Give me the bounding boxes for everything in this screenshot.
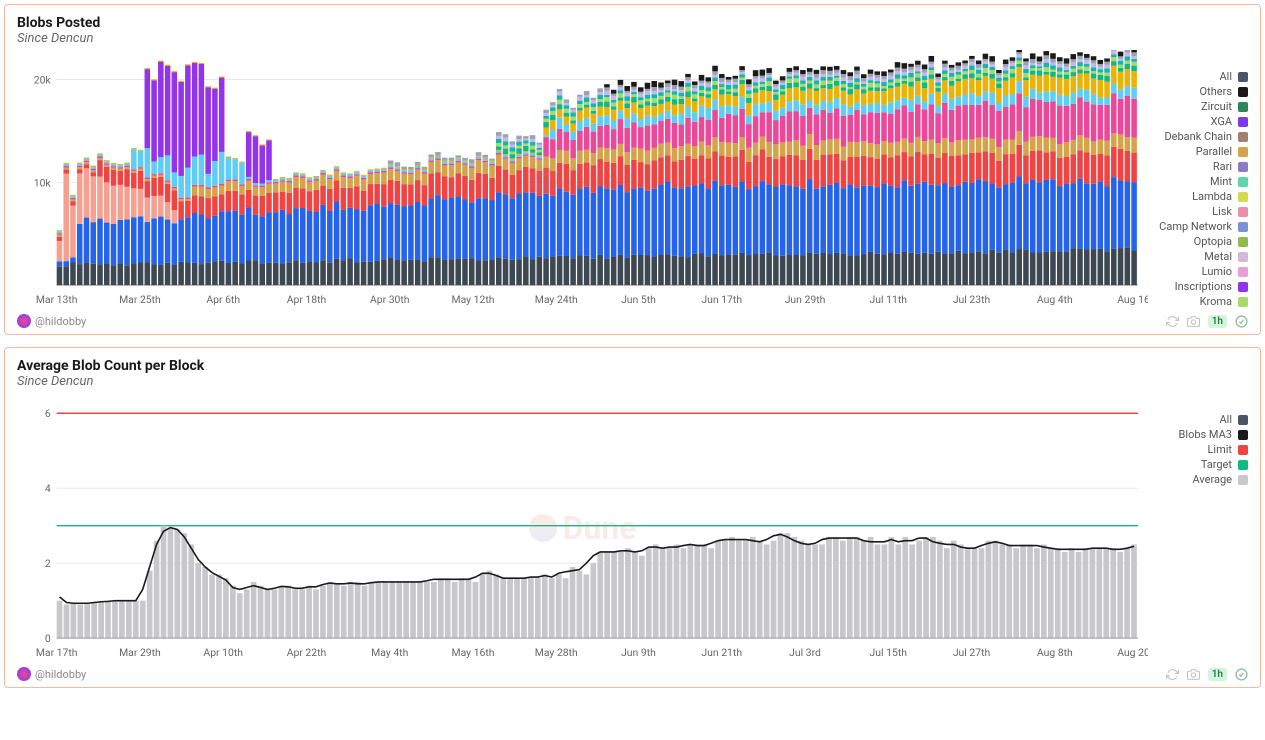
panel-footer: @hildobby 1h [17, 314, 1248, 328]
blobs-posted-panel: Blobs Posted Since Dencun Dune 10k20kMar… [4, 4, 1261, 335]
refresh-badge[interactable]: 1h [1208, 315, 1227, 328]
legend-item[interactable]: Zircuit [1148, 100, 1248, 113]
blobs-posted-chart: 10k 20k Mar 13th Mar 25th Apr 6th Apr 18th Apr… [17, 50, 1148, 310]
legend-item[interactable]: Metal [1148, 250, 1248, 263]
svg-text:May 12th: May 12th [452, 293, 495, 306]
refresh-icon[interactable] [1166, 668, 1179, 681]
svg-text:Apr 18th: Apr 18th [287, 293, 327, 306]
author-handle[interactable]: @hildobby [35, 315, 86, 328]
legend-item[interactable]: Rari [1148, 160, 1248, 173]
svg-text:Mar 17th: Mar 17th [36, 646, 78, 659]
panel-subtitle: Since Dencun [17, 31, 1248, 46]
legend-item[interactable]: All [1148, 413, 1248, 426]
svg-text:Mar 13th: Mar 13th [36, 293, 78, 306]
svg-text:Jul 3rd: Jul 3rd [789, 646, 821, 659]
legend-item[interactable]: Average [1148, 473, 1248, 486]
legend-item[interactable]: Inscriptions [1148, 280, 1248, 293]
svg-text:May 24th: May 24th [535, 293, 578, 306]
legend-item[interactable]: Lisk [1148, 205, 1248, 218]
panel-subtitle: Since Dencun [17, 374, 1248, 389]
refresh-icon[interactable] [1166, 315, 1179, 328]
legend-item[interactable]: Camp Network [1148, 220, 1248, 233]
svg-text:Jul 23th: Jul 23th [953, 293, 991, 306]
avg-blob-chart: 0 2 4 6 Mar 17th Mar 29th Apr 10th Apr 22th May … [17, 393, 1148, 663]
svg-text:10k: 10k [34, 176, 52, 189]
svg-text:Mar 25th: Mar 25th [119, 293, 161, 306]
legend-item[interactable]: Target [1148, 458, 1248, 471]
chart2-legend: All Blobs MA3 Limit Target Average [1148, 393, 1248, 663]
panel-title: Blobs Posted [17, 15, 1248, 31]
refresh-badge[interactable]: 1h [1208, 668, 1227, 681]
svg-text:Mar 29th: Mar 29th [119, 646, 161, 659]
legend-item[interactable]: XGA [1148, 115, 1248, 128]
svg-text:0: 0 [45, 632, 51, 645]
legend-item[interactable]: Debank Chain [1148, 130, 1248, 143]
avg-blob-panel: Average Blob Count per Block Since Dencu… [4, 347, 1261, 688]
check-icon [1235, 315, 1248, 328]
legend-item[interactable]: Parallel [1148, 145, 1248, 158]
legend-item[interactable]: Mint [1148, 175, 1248, 188]
legend-item[interactable]: Optopia [1148, 235, 1248, 248]
legend-item[interactable]: Blobs MA3 [1148, 428, 1248, 441]
legend-item[interactable]: Kroma [1148, 295, 1248, 308]
svg-text:Aug 16th: Aug 16th [1117, 293, 1148, 306]
svg-text:6: 6 [45, 407, 51, 420]
author-avatar[interactable] [17, 667, 31, 681]
camera-icon[interactable] [1187, 668, 1200, 681]
camera-icon[interactable] [1187, 315, 1200, 328]
svg-text:20k: 20k [34, 73, 52, 86]
author-handle[interactable]: @hildobby [35, 668, 86, 681]
legend-item[interactable]: Limit [1148, 443, 1248, 456]
panel-title: Average Blob Count per Block [17, 358, 1248, 374]
svg-text:Jun 5th: Jun 5th [621, 293, 656, 306]
svg-text:May 16th: May 16th [452, 646, 495, 659]
legend-item[interactable]: Others [1148, 85, 1248, 98]
svg-text:Jun 9th: Jun 9th [621, 646, 656, 659]
svg-text:Jun 17th: Jun 17th [701, 293, 742, 306]
svg-text:4: 4 [45, 482, 51, 495]
check-icon [1235, 668, 1248, 681]
svg-text:Jul 15th: Jul 15th [870, 646, 908, 659]
chart1-area[interactable]: Dune 10k20kMar 13thMar 25thApr 6thApr 18… [17, 50, 1148, 310]
chart2-area[interactable]: Dune 0246Mar 17thMar 29thApr 10thApr 22t… [17, 393, 1148, 663]
svg-text:Apr 10th: Apr 10th [203, 646, 243, 659]
chart1-legend: All Others Zircuit XGA Debank Chain Parallel R… [1148, 50, 1248, 310]
panel-footer: @hildobby 1h [17, 667, 1248, 681]
svg-text:Jul 27th: Jul 27th [953, 646, 991, 659]
panel-header: Blobs Posted Since Dencun [17, 15, 1248, 46]
panel-header: Average Blob Count per Block Since Dencu… [17, 358, 1248, 389]
svg-text:Aug 20th: Aug 20th [1117, 646, 1148, 659]
svg-text:Apr 22th: Apr 22th [287, 646, 327, 659]
svg-text:Jul 11th: Jul 11th [870, 293, 908, 306]
svg-text:May 4th: May 4th [371, 646, 408, 659]
svg-text:Apr 6th: Apr 6th [206, 293, 240, 306]
legend-item[interactable]: Lumio [1148, 265, 1248, 278]
svg-text:Aug 8th: Aug 8th [1037, 646, 1073, 659]
legend-item[interactable]: Lambda [1148, 190, 1248, 203]
svg-text:May 28th: May 28th [535, 646, 578, 659]
svg-text:Jun 21th: Jun 21th [701, 646, 742, 659]
svg-text:Apr 30th: Apr 30th [370, 293, 410, 306]
svg-text:2: 2 [45, 557, 51, 570]
legend-item[interactable]: All [1148, 70, 1248, 83]
svg-text:Aug 4th: Aug 4th [1037, 293, 1073, 306]
author-avatar[interactable] [17, 314, 31, 328]
svg-text:Jun 29th: Jun 29th [785, 293, 826, 306]
